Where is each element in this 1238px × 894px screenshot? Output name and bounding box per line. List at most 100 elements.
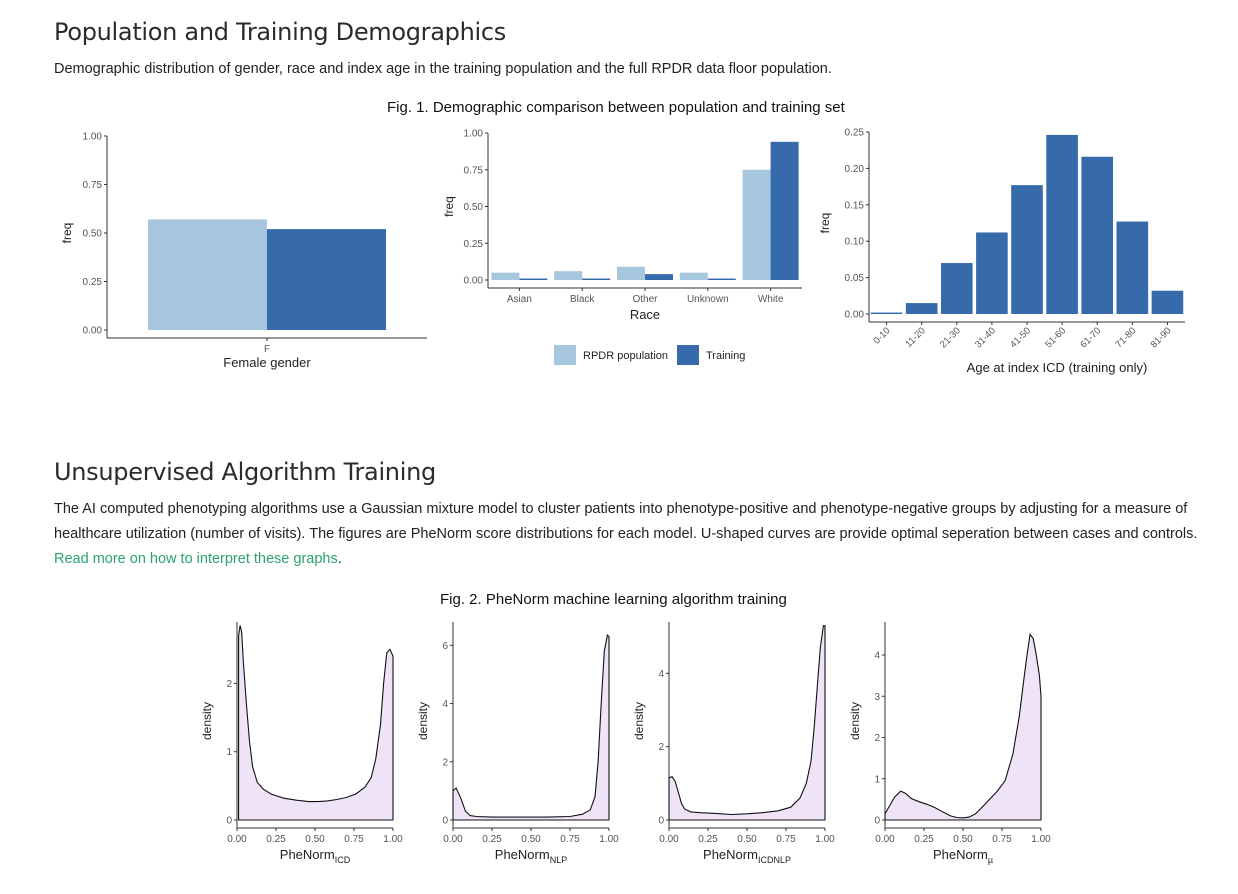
race-y-axis-title: freq — [442, 196, 456, 217]
density3-area — [884, 633, 1042, 821]
density2-x-tick-label: 1.00 — [815, 834, 835, 845]
race-x-tick-label: Other — [632, 294, 658, 305]
density0-y-tick-label: 2 — [226, 679, 232, 690]
age-x-tick-label: 71-80 — [1113, 325, 1138, 350]
race-bar-chart: 0.00 0.25 0.50 0.75 1.00 freq Asian Black Other U… — [442, 129, 802, 365]
density2-x-axis-title: PheNormICDNLP — [703, 847, 791, 865]
density2-x-tick-label: 0.25 — [698, 834, 718, 845]
density1-area — [452, 634, 610, 821]
density3-y-tick-label: 2 — [874, 733, 880, 744]
age-x-tick-label: 11-20 — [903, 325, 927, 349]
age-x-tick-label: 21-30 — [938, 325, 963, 350]
density2-x-axis-title-main: PheNorm — [703, 847, 758, 862]
gender-y-tick-label: 1.00 — [83, 132, 103, 143]
age-bar-0-10 — [870, 312, 903, 314]
race-bar-unknown-population — [679, 272, 708, 280]
legend-label-population: RPDR population — [583, 350, 668, 362]
gender-y-tick-label: 0.50 — [83, 229, 103, 240]
density2-y-tick-label: 4 — [658, 669, 664, 680]
density3-y-tick-label: 0 — [874, 816, 880, 827]
age-y-tick-label: 0.05 — [845, 273, 865, 284]
training-description: The AI computed phenotyping algorithms u… — [54, 497, 1199, 572]
density0-y-tick-label: 1 — [226, 747, 232, 758]
density2-y-axis-title: density — [632, 702, 646, 740]
phenorm-nlp-density-plot: 0 2 4 6 density 0.00 0.25 0.50 0.75 1.00 PheNormNL… — [416, 622, 619, 865]
density1-y-tick-label: 6 — [442, 641, 448, 652]
density3-x-tick-label: 0.50 — [953, 834, 973, 845]
race-y-tick-label: 0.75 — [464, 165, 484, 176]
gender-y-tick-label: 0.00 — [83, 326, 103, 337]
density0-y-axis-title: density — [200, 702, 214, 740]
race-x-tick-label: Asian — [507, 294, 532, 305]
gender-y-tick-label: 0.25 — [83, 277, 103, 288]
training-description-text: The AI computed phenotyping algorithms u… — [54, 501, 1198, 542]
age-bar-chart: 0.00 0.05 0.10 0.15 0.20 0.25 freq 0-10 11-20 21-… — [818, 128, 1185, 375]
density2-x-tick-label: 0.75 — [776, 834, 796, 845]
race-y-tick-label: 0.25 — [464, 239, 484, 250]
density2-y-tick-label: 0 — [658, 816, 664, 827]
density0-x-axis-title-subscript: ICD — [335, 855, 351, 865]
legend-swatch-population — [554, 345, 576, 365]
race-bar-asian-population — [491, 272, 520, 280]
density1-y-tick-label: 4 — [442, 699, 448, 710]
density1-x-tick-label: 0.50 — [521, 834, 541, 845]
race-x-tick-label: Unknown — [687, 294, 729, 305]
age-y-tick-label: 0.00 — [845, 310, 865, 321]
density0-x-tick-label: 1.00 — [383, 834, 403, 845]
phenorm-icd-density-plot: 0 1 2 density 0.00 0.25 0.50 0.75 1.00 PheNormICD — [200, 622, 403, 865]
age-bar-21-30 — [940, 263, 973, 314]
density0-x-tick-label: 0.00 — [227, 834, 247, 845]
age-y-axis-title: freq — [818, 213, 832, 234]
age-x-tick-label: 51-60 — [1043, 325, 1068, 350]
race-y-tick-label: 1.00 — [464, 129, 484, 140]
density0-y-tick-label: 0 — [226, 816, 232, 827]
age-bar-61-70 — [1081, 156, 1114, 314]
density1-x-axis-title-subscript: NLP — [550, 855, 568, 865]
density1-x-tick-label: 0.00 — [443, 834, 463, 845]
density2-x-tick-label: 0.50 — [737, 834, 757, 845]
age-bar-71-80 — [1116, 221, 1149, 314]
race-y-tick-label: 0.50 — [464, 202, 484, 213]
density3-y-tick-label: 3 — [874, 692, 880, 703]
density0-area — [238, 625, 394, 821]
race-y-tick-label: 0.00 — [464, 276, 484, 287]
age-bar-81-90 — [1151, 290, 1184, 314]
age-y-tick-label: 0.10 — [845, 237, 865, 248]
gender-bar-population — [148, 219, 267, 330]
age-x-tick-label: 41-50 — [1008, 325, 1033, 350]
gender-x-tick-label: F — [264, 344, 270, 355]
race-bar-asian-training — [519, 278, 548, 280]
legend-swatch-training — [677, 345, 699, 365]
density0-x-tick-label: 0.50 — [305, 834, 325, 845]
gender-x-axis-title: Female gender — [223, 355, 311, 370]
race-x-axis-title: Race — [630, 307, 660, 322]
demographics-description: Demographic distribution of gender, race… — [54, 61, 832, 77]
gender-bar-training — [267, 229, 386, 330]
legend-label-training: Training — [706, 350, 745, 362]
race-bar-white-training — [770, 141, 799, 280]
density2-area — [668, 625, 826, 821]
race-x-tick-label: White — [758, 294, 784, 305]
phenorm-mu-density-plot: 0 1 2 3 4 density 0.00 0.25 0.50 0.75 1.00 PheNormµ — [848, 622, 1051, 865]
density3-x-axis-title-subscript: µ — [988, 855, 993, 865]
density3-x-tick-label: 1.00 — [1031, 834, 1051, 845]
age-bar-51-60 — [1046, 134, 1078, 314]
density2-y-tick-label: 2 — [658, 742, 664, 753]
density2-x-tick-label: 0.00 — [659, 834, 679, 845]
density3-x-axis-title-main: PheNorm — [933, 847, 988, 862]
density2-x-axis-title-subscript: ICDNLP — [758, 855, 791, 865]
gender-y-tick-label: 0.75 — [83, 180, 103, 191]
figure-1-title: Fig. 1. Demographic comparison between p… — [387, 99, 845, 116]
density0-x-axis-title-main: PheNorm — [280, 847, 335, 862]
interpret-graphs-link[interactable]: Read more on how to interpret these grap… — [54, 551, 338, 567]
age-bar-41-50 — [1011, 185, 1043, 314]
section-heading-demographics: Population and Training Demographics — [54, 18, 506, 46]
density1-x-tick-label: 0.75 — [560, 834, 580, 845]
density1-x-axis-title: PheNormNLP — [495, 847, 567, 865]
density3-y-tick-label: 4 — [874, 651, 880, 662]
density1-x-tick-label: 1.00 — [599, 834, 619, 845]
description-end-punct: . — [337, 551, 342, 567]
race-bar-other-population — [617, 266, 645, 280]
race-bar-unknown-training — [707, 278, 736, 280]
